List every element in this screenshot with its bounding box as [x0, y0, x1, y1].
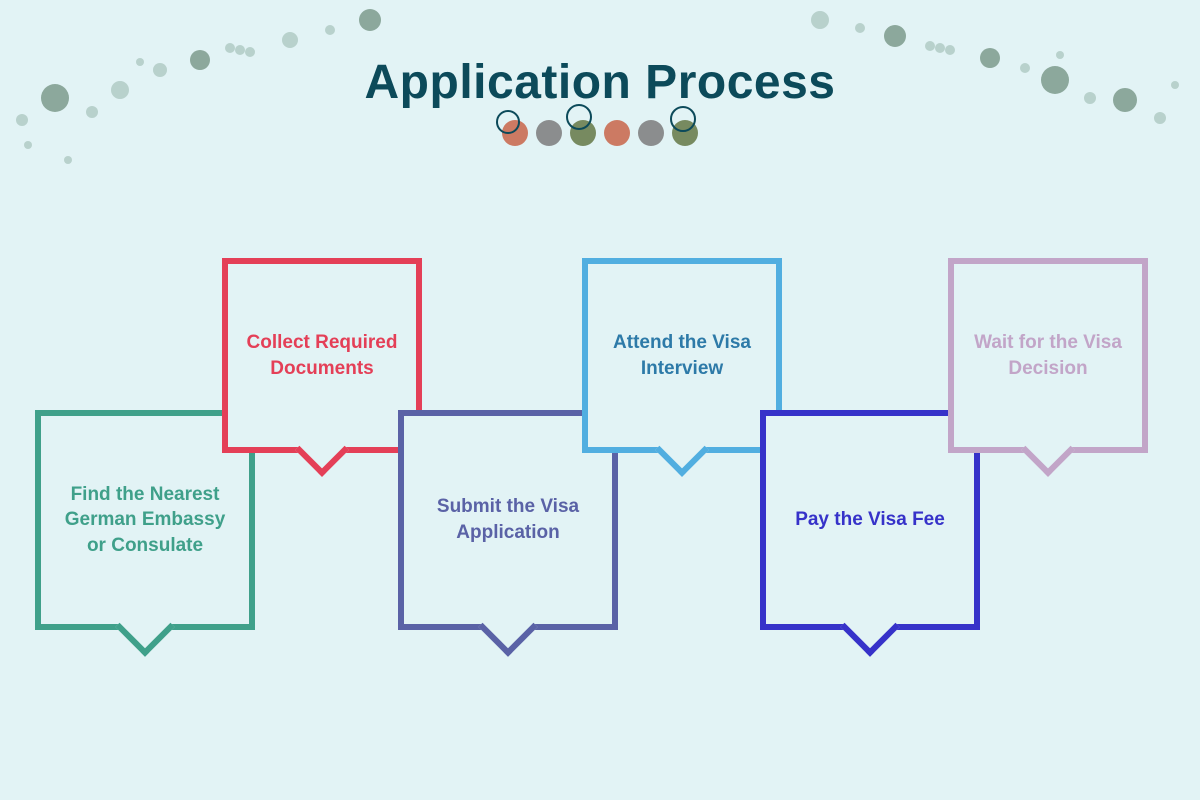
decor-dot-icon [604, 120, 630, 146]
bg-dot-icon [359, 9, 381, 31]
bg-dot-icon [153, 63, 167, 77]
bg-dot-icon [855, 23, 865, 33]
bg-dot-icon [925, 41, 935, 51]
bg-dot-icon [86, 106, 98, 118]
bg-dot-icon [235, 45, 245, 55]
bg-dot-icon [282, 32, 298, 48]
page-title: Application Process [0, 55, 1200, 110]
decor-ring-icon [670, 106, 696, 132]
speech-notch-icon [655, 423, 709, 477]
speech-notch-icon [1021, 423, 1075, 477]
step-label: Submit the Visa Application [422, 494, 594, 545]
bg-dot-icon [1056, 51, 1064, 59]
process-step-6: Wait for the Visa Decision [948, 258, 1148, 453]
bg-dot-icon [1020, 63, 1030, 73]
speech-notch-icon [295, 423, 349, 477]
bg-dot-icon [16, 114, 28, 126]
step-label: Collect Required Documents [246, 330, 398, 381]
bg-dot-icon [884, 25, 906, 47]
speech-notch-icon [478, 597, 537, 656]
decor-ring-icon [496, 110, 520, 134]
bg-dot-icon [1041, 66, 1069, 94]
bg-dot-icon [1154, 112, 1166, 124]
speech-notch-icon [840, 597, 899, 656]
bg-dot-icon [1084, 92, 1096, 104]
step-label: Wait for the Visa Decision [972, 330, 1124, 381]
bg-dot-icon [64, 156, 72, 164]
speech-notch-icon [115, 597, 174, 656]
decor-ring-icon [566, 104, 592, 130]
bg-dot-icon [811, 11, 829, 29]
decor-dot-icon [536, 120, 562, 146]
process-step-4: Attend the Visa Interview [582, 258, 782, 453]
step-label: Attend the Visa Interview [606, 330, 758, 381]
bg-dot-icon [1113, 88, 1137, 112]
process-step-2: Collect Required Documents [222, 258, 422, 453]
bg-dot-icon [41, 84, 69, 112]
decor-dot-icon [638, 120, 664, 146]
step-label: Find the Nearest German Embassy or Consu… [59, 482, 231, 559]
bg-dot-icon [1171, 81, 1179, 89]
bg-dot-icon [24, 141, 32, 149]
step-label: Pay the Visa Fee [795, 507, 945, 533]
bg-dot-icon [980, 48, 1000, 68]
infographic-canvas: Application Process Find the Nearest Ger… [0, 0, 1200, 800]
bg-dot-icon [225, 43, 235, 53]
bg-dot-icon [935, 43, 945, 53]
bg-dot-icon [136, 58, 144, 66]
decor-circle-row [502, 120, 698, 146]
bg-dot-icon [945, 45, 955, 55]
bg-dot-icon [245, 47, 255, 57]
bg-dot-icon [325, 25, 335, 35]
bg-dot-icon [190, 50, 210, 70]
process-step-5: Pay the Visa Fee [760, 410, 980, 630]
bg-dot-icon [111, 81, 129, 99]
